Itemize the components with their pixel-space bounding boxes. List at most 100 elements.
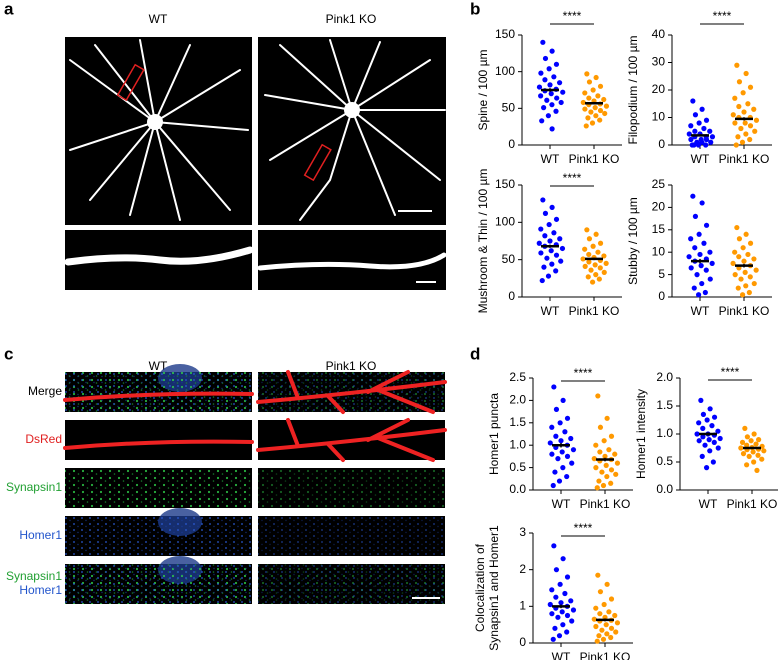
- panel-label: c: [4, 344, 13, 363]
- data-point: [708, 139, 714, 145]
- y-tick-label: 2.0: [509, 393, 526, 407]
- data-point: [547, 238, 553, 244]
- data-point: [597, 265, 603, 271]
- data-point: [590, 87, 596, 93]
- data-point: [593, 113, 599, 119]
- data-point: [586, 236, 593, 242]
- data-point: [746, 289, 752, 296]
- data-point: [580, 256, 586, 262]
- data-point: [600, 482, 607, 489]
- data-point: [595, 249, 601, 255]
- data-point: [539, 277, 545, 284]
- data-point: [549, 261, 555, 267]
- data-point: [544, 255, 550, 261]
- row-label: Homer1: [19, 583, 62, 597]
- y-tick-label: 20: [652, 82, 666, 96]
- data-point: [739, 292, 746, 298]
- data-point: [711, 439, 717, 445]
- data-point: [698, 397, 704, 403]
- data-point: [560, 89, 566, 95]
- y-tick-label: 150: [495, 27, 515, 41]
- data-point: [692, 112, 699, 118]
- data-point: [733, 142, 739, 148]
- data-point: [568, 435, 574, 442]
- data-point: [698, 263, 704, 269]
- data-point: [582, 263, 588, 269]
- y-axis-label: Colocalization of: [473, 543, 487, 632]
- data-point: [696, 420, 702, 426]
- panel-label: a: [4, 0, 14, 18]
- data-point: [601, 438, 607, 444]
- data-point: [549, 424, 555, 430]
- data-point: [752, 128, 758, 134]
- data-point: [696, 438, 702, 444]
- data-point: [604, 415, 610, 421]
- data-point: [551, 384, 557, 390]
- data-point: [562, 429, 568, 435]
- y-tick-label: 0.0: [509, 482, 526, 496]
- data-point: [597, 424, 604, 430]
- data-point: [560, 465, 566, 471]
- data-point: [603, 260, 609, 266]
- data-point: [596, 633, 602, 639]
- data-point: [553, 268, 559, 274]
- data-point: [541, 105, 547, 111]
- data-point: [536, 84, 543, 90]
- y-tick-label: 100: [495, 64, 515, 78]
- data-point: [564, 629, 570, 635]
- data-point: [602, 110, 608, 117]
- data-point: [709, 423, 715, 429]
- data-point: [570, 447, 577, 453]
- data-point: [612, 451, 618, 457]
- data-point: [586, 95, 592, 101]
- data-point: [601, 253, 607, 259]
- data-point: [608, 596, 615, 602]
- data-point: [593, 272, 599, 278]
- data-point: [732, 249, 738, 255]
- data-point: [740, 245, 746, 251]
- data-point: [748, 438, 754, 444]
- data-point: [715, 428, 721, 434]
- data-point: [751, 280, 757, 287]
- data-point: [692, 128, 698, 134]
- data-point: [696, 231, 702, 237]
- data-point: [614, 460, 621, 466]
- x-tick-label: Pink1 KO: [569, 152, 620, 166]
- data-point: [751, 106, 757, 112]
- data-point: [586, 79, 593, 85]
- data-point: [612, 612, 618, 619]
- data-point: [686, 131, 692, 137]
- data-point: [744, 434, 750, 440]
- data-point: [549, 587, 555, 593]
- data-point: [590, 243, 596, 249]
- data-point: [582, 246, 588, 252]
- y-tick-label: 40: [652, 27, 666, 41]
- puncta: [258, 516, 445, 556]
- data-point: [753, 441, 759, 447]
- data-point: [732, 120, 738, 126]
- data-point: [743, 70, 749, 77]
- y-tick-label: 50: [502, 101, 516, 115]
- data-point: [710, 459, 716, 465]
- y-tick-label: 25: [652, 177, 666, 191]
- data-point: [754, 467, 760, 473]
- y-tick-label: 1.0: [509, 437, 526, 451]
- data-point: [542, 77, 548, 83]
- data-point: [742, 269, 748, 275]
- puncta: [65, 516, 252, 556]
- y-tick-label: 10: [652, 110, 666, 124]
- data-point: [549, 126, 555, 132]
- y-axis-label: Spine / 100 µm: [476, 50, 490, 131]
- data-point: [735, 134, 741, 140]
- data-point: [602, 453, 608, 459]
- column-header: WT: [149, 12, 168, 26]
- significance-label: ****: [563, 9, 582, 23]
- row-label: Homer1: [19, 528, 62, 542]
- y-tick-label: 1.5: [509, 415, 526, 429]
- data-point: [604, 581, 610, 587]
- data-point: [594, 485, 600, 491]
- data-point: [686, 254, 692, 260]
- y-tick-label: 0: [658, 289, 665, 303]
- data-point: [595, 93, 601, 99]
